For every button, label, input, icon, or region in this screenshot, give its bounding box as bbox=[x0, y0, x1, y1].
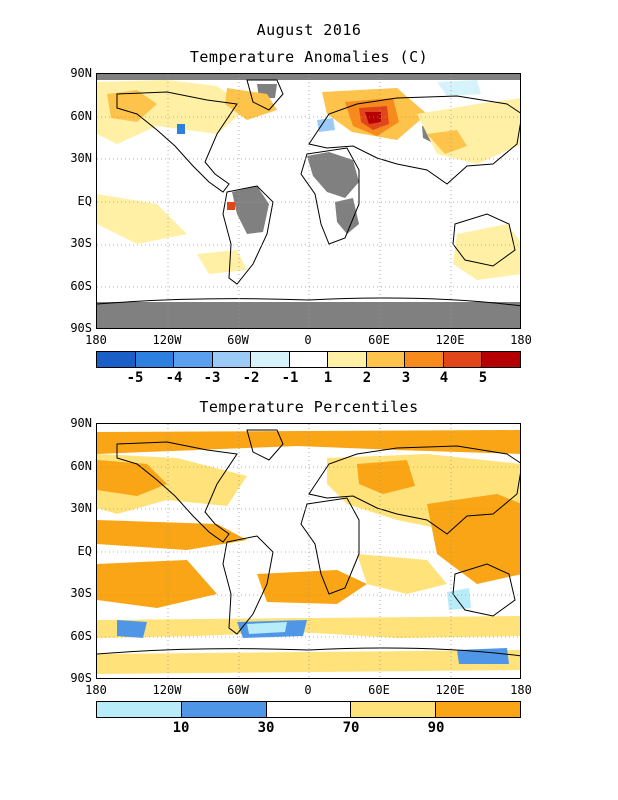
lon-label-60e-upper: 60E bbox=[368, 333, 390, 347]
anomaly-colorbar-label: -4 bbox=[165, 370, 183, 386]
lat-label-60s-lower: 60S bbox=[70, 629, 92, 643]
anomaly-hottest-russia bbox=[365, 112, 381, 124]
lon-label-180e-lower: 180 bbox=[510, 683, 532, 697]
anomaly-colorbar-swatch bbox=[212, 352, 252, 367]
percentile-much-above-east-pacific bbox=[97, 520, 247, 550]
anomaly-colorbar-swatch bbox=[405, 352, 444, 367]
lon-label-180e-upper: 180 bbox=[510, 333, 532, 347]
lat-label-eq-upper: EQ bbox=[77, 194, 92, 208]
lon-label-120w-upper: 120W bbox=[152, 333, 182, 347]
percentile-above-southern-ocean bbox=[97, 616, 520, 638]
anomaly-colorbar-label: -5 bbox=[126, 370, 144, 386]
percentile-colorbar-label: 30 bbox=[257, 720, 275, 736]
percentile-below-antarctica bbox=[457, 648, 509, 664]
anomaly-colorbar-label: 4 bbox=[439, 370, 449, 386]
missing-data-sahara bbox=[307, 152, 359, 198]
percentile-colorbar-swatch bbox=[97, 702, 182, 717]
missing-data-amazon bbox=[232, 186, 269, 234]
anomaly-colorbar-label: -2 bbox=[242, 370, 260, 386]
lon-label-60w-lower: 60W bbox=[227, 683, 249, 697]
anomaly-colorbar-swatch bbox=[443, 352, 483, 367]
percentile-much-above-arctic bbox=[97, 430, 520, 454]
lat-label-60n-upper: 60N bbox=[70, 109, 92, 123]
lon-label-120e-lower: 120E bbox=[435, 683, 465, 697]
coastlines bbox=[97, 429, 520, 657]
anomaly-cool-siberia bbox=[437, 80, 481, 96]
lat-label-eq-lower: EQ bbox=[77, 544, 92, 558]
lon-label-120w-lower: 120W bbox=[152, 683, 182, 697]
anomaly-colorbar-swatch bbox=[366, 352, 406, 367]
anomaly-map bbox=[96, 73, 521, 329]
anomaly-colorbar-swatch bbox=[135, 352, 175, 367]
lat-label-90s-upper: 90S bbox=[70, 321, 92, 335]
percentile-colorbar-swatch bbox=[266, 702, 352, 717]
percentile-above-antarctica bbox=[97, 650, 520, 674]
lat-label-30n-lower: 30N bbox=[70, 501, 92, 515]
anomaly-warm-south-america bbox=[197, 250, 247, 274]
anomaly-warm-china bbox=[427, 130, 467, 154]
percentile-much-below-southern-ocean bbox=[247, 622, 287, 634]
anomaly-cold-canada bbox=[177, 124, 185, 134]
percentile-colorbar-label: 70 bbox=[342, 720, 360, 736]
lon-label-0-upper: 0 bbox=[304, 333, 312, 347]
lon-label-180w-lower: 180 bbox=[85, 683, 107, 697]
anomaly-colorbar-label: 3 bbox=[401, 370, 411, 386]
anomaly-cool-europe bbox=[317, 118, 335, 132]
anomaly-colorbar-label: 5 bbox=[478, 370, 488, 386]
percentile-map-canvas bbox=[97, 424, 520, 678]
anomaly-warm-alaska bbox=[107, 90, 157, 122]
percentile-below-southern-ocean-west bbox=[117, 620, 147, 638]
percentile-colorbar-label: 90 bbox=[427, 720, 445, 736]
graticule bbox=[97, 74, 520, 328]
lat-label-90n-upper: 90N bbox=[70, 66, 92, 80]
missing-data-africa bbox=[335, 198, 359, 234]
anomaly-colorbar-swatch bbox=[482, 352, 521, 367]
percentile-colorbar-swatch bbox=[351, 702, 437, 717]
lon-label-120e-upper: 120E bbox=[435, 333, 465, 347]
anomaly-colorbar-swatch bbox=[97, 352, 136, 367]
anomaly-colorbar-label: -3 bbox=[203, 370, 221, 386]
anomaly-colorbar-label: -1 bbox=[281, 370, 299, 386]
percentile-colorbar-label: 10 bbox=[172, 720, 190, 736]
lon-label-180w-upper: 180 bbox=[85, 333, 107, 347]
percentile-much-above-west-pacific bbox=[427, 494, 520, 584]
percentile-map bbox=[96, 423, 521, 679]
figure-title: August 2016 bbox=[256, 21, 362, 39]
anomaly-warm-south-pacific bbox=[97, 194, 187, 244]
percentile-colorbar bbox=[96, 701, 521, 718]
anomaly-colorbar-swatch bbox=[289, 352, 329, 367]
lon-label-0-lower: 0 bbox=[304, 683, 312, 697]
percentile-much-above-south-atlantic bbox=[257, 570, 367, 604]
anomaly-colorbar-swatch bbox=[328, 352, 367, 367]
lat-label-90n-lower: 90N bbox=[70, 416, 92, 430]
missing-data-antarctica bbox=[97, 302, 520, 328]
percentile-map-title: Temperature Percentiles bbox=[199, 398, 419, 416]
percentile-much-above-south-pacific bbox=[97, 560, 217, 608]
percentile-above-indian-ocean bbox=[357, 554, 447, 594]
anomaly-colorbar-label: 2 bbox=[362, 370, 372, 386]
graticule bbox=[97, 424, 520, 678]
percentile-colorbar-swatch bbox=[181, 702, 267, 717]
missing-data-arctic bbox=[97, 74, 520, 80]
lon-label-60w-upper: 60W bbox=[227, 333, 249, 347]
anomaly-colorbar-swatch bbox=[174, 352, 213, 367]
lat-label-60s-upper: 60S bbox=[70, 279, 92, 293]
percentile-much-above-pacific bbox=[97, 460, 167, 496]
lat-label-90s-lower: 90S bbox=[70, 671, 92, 685]
anomaly-warm-australia-sea bbox=[453, 224, 520, 280]
anomaly-map-title: Temperature Anomalies (C) bbox=[189, 48, 429, 66]
percentile-much-above-russia bbox=[357, 460, 415, 494]
lat-label-30s-lower: 30S bbox=[70, 586, 92, 600]
lat-label-60n-lower: 60N bbox=[70, 459, 92, 473]
anomaly-warm-canada bbox=[225, 88, 277, 120]
anomaly-map-canvas bbox=[97, 74, 520, 328]
anomaly-hot-amazon bbox=[227, 202, 235, 210]
percentile-colorbar-swatch bbox=[436, 702, 520, 717]
lat-label-30s-upper: 30S bbox=[70, 236, 92, 250]
lat-label-30n-upper: 30N bbox=[70, 151, 92, 165]
anomaly-colorbar-label: 1 bbox=[323, 370, 333, 386]
anomaly-colorbar-swatch bbox=[251, 352, 290, 367]
anomaly-colorbar bbox=[96, 351, 521, 368]
lon-label-60e-lower: 60E bbox=[368, 683, 390, 697]
